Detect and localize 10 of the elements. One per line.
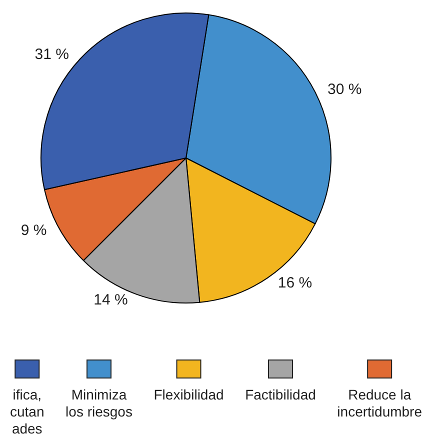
legend-label: Reduce la incertidumbre: [337, 386, 422, 420]
data-label: 16 %: [278, 274, 312, 292]
legend-label: Minimiza los riesgos: [66, 386, 132, 420]
legend-label: Factibilidad: [245, 386, 316, 402]
data-label: 30 %: [328, 80, 362, 98]
data-label: 31 %: [34, 46, 69, 64]
legend-label: ifica, cutan ades: [10, 386, 44, 436]
data-label: 9 %: [20, 222, 47, 240]
legend-label: Flexibilidad: [154, 386, 224, 402]
data-label: 14 %: [94, 292, 128, 309]
